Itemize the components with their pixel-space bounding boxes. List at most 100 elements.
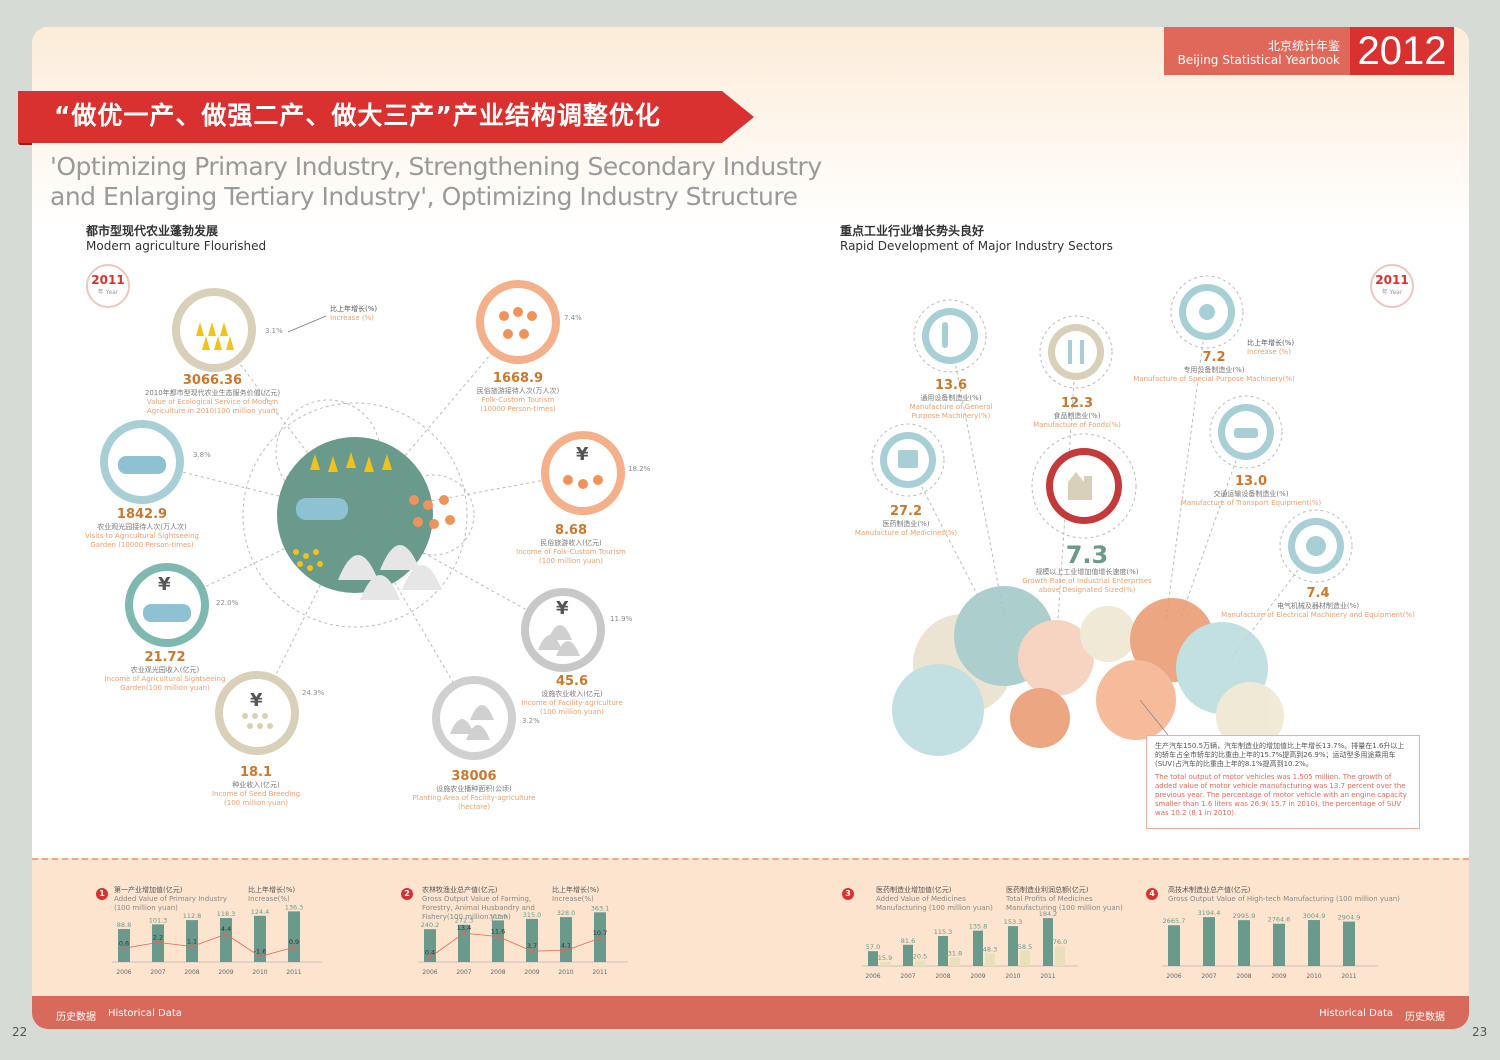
right-legend: 比上年增长(%) Increase (%) bbox=[1247, 339, 1294, 357]
left-stamp-year: 2011 bbox=[91, 273, 125, 287]
chart3-year-label: 2010 bbox=[1005, 973, 1020, 980]
special-machinery: 7.2 专用设备制造业(%) Manufacture of Special Pu… bbox=[1130, 350, 1298, 384]
chart2-leg2-en: Increase(%) bbox=[552, 895, 594, 903]
chart2-year-label: 2009 bbox=[524, 969, 539, 976]
left-year-stamp: 2011 年 Year bbox=[86, 264, 130, 308]
chart4-bar bbox=[1343, 921, 1355, 966]
chart2-bar bbox=[526, 918, 538, 962]
chart2-growth-line bbox=[429, 932, 601, 958]
chart2-bar bbox=[560, 917, 572, 962]
chart2-growth-label: 11.6 bbox=[491, 927, 505, 935]
chart2-number: 2 bbox=[401, 888, 413, 900]
chart4-year-label: 2010 bbox=[1306, 973, 1321, 980]
facility-planting-area: 38006 设施农业播种面积(公顷) Planting Area of Faci… bbox=[412, 769, 536, 812]
chart4-bar bbox=[1273, 923, 1285, 966]
label-cn: 医药制造业(%) bbox=[882, 520, 930, 528]
value: 7.3 bbox=[1065, 541, 1109, 569]
label-cn: 设施农业播种面积(公顷) bbox=[436, 785, 512, 793]
chart2-growth-label: 13.4 bbox=[457, 924, 471, 932]
chart4-bar bbox=[1168, 925, 1180, 966]
footer-left-en: Historical Data bbox=[108, 1008, 182, 1019]
chart3-bar2 bbox=[985, 953, 995, 966]
chart1-number: 1 bbox=[96, 888, 108, 900]
yen-icon: ¥ bbox=[556, 598, 569, 619]
chart4-legend1: 高技术制造业总产值(亿元) Gross Output Value of High… bbox=[1168, 886, 1408, 904]
chart3-year-label: 2008 bbox=[935, 973, 950, 980]
label-cn: 食品制造业(%) bbox=[1053, 412, 1101, 420]
label-cn: 规模以上工业增加值增长速度(%) bbox=[1035, 568, 1139, 576]
chart1-year-label: 2009 bbox=[218, 969, 233, 976]
electrical-machinery: 7.4 电气机械及器材制造业(%) Manufacture of Electri… bbox=[1220, 586, 1416, 620]
chart2-cn: 农林牧渔业总产值(亿元) bbox=[422, 886, 498, 894]
historical-band bbox=[32, 858, 1469, 996]
value: 8.68 bbox=[554, 523, 588, 538]
right-legend-cn: 比上年增长(%) bbox=[1247, 339, 1295, 347]
chart3-bar2-label: 20.5 bbox=[913, 953, 927, 961]
chart3-bar2 bbox=[1055, 946, 1065, 966]
pct: 11.9% bbox=[610, 615, 633, 623]
label-en: Income of Agricultural Sightseeing Garde… bbox=[104, 675, 226, 692]
label-en: Manufacture of Special Purpose Machinery… bbox=[1133, 375, 1295, 383]
footer-right-en: Historical Data bbox=[1319, 1008, 1393, 1019]
right-title-cn: 重点工业行业增长势头良好 bbox=[840, 224, 985, 238]
label-en: Manufacture of Foods(%) bbox=[1033, 421, 1121, 429]
page-number-left: 22 bbox=[12, 1025, 28, 1039]
value: 7.2 bbox=[1202, 350, 1226, 365]
chart3-year-label: 2007 bbox=[900, 973, 915, 980]
chart3-year-label: 2009 bbox=[970, 973, 985, 980]
chart4-year-label: 2007 bbox=[1201, 973, 1216, 980]
pct: 7.4% bbox=[564, 314, 582, 322]
label-en: Income of Facility-agriculture (100 mill… bbox=[521, 699, 623, 716]
chart1-growth-point bbox=[156, 940, 160, 945]
footer-bar: 历史数据 Historical Data Historical Data 历史数… bbox=[32, 996, 1469, 1029]
label-en: Income of Seed Breeding (100 million yua… bbox=[211, 790, 301, 807]
chart3-bar2-label: 15.9 bbox=[878, 954, 892, 962]
note-cn: 生产汽车150.5万辆，汽车制造业的增加值比上年增长13.7%。排量在1.6升以… bbox=[1155, 742, 1405, 768]
chart2-growth-label: 4.1 bbox=[561, 941, 571, 949]
label-en: Manufacture of Electrical Machinery and … bbox=[1221, 611, 1415, 619]
chart4-cn: 高技术制造业总产值(亿元) bbox=[1168, 886, 1251, 894]
chart3-bar-label: 135.8 bbox=[969, 923, 988, 931]
label-cn: 种业收入(亿元) bbox=[232, 781, 280, 789]
chart1-bar-label: 136.3 bbox=[285, 903, 304, 911]
left-title-en: Modern agriculture Flourished bbox=[86, 239, 267, 253]
chart2-year-label: 2006 bbox=[422, 969, 437, 976]
chart1-bar bbox=[118, 929, 130, 962]
label-en: Manufacture of Transport Equipment(%) bbox=[1180, 499, 1322, 507]
chart1-bar bbox=[288, 911, 300, 962]
label-cn: 专用设备制造业(%) bbox=[1183, 366, 1245, 374]
chart1-growth-point bbox=[224, 932, 228, 936]
chart2-growth-point bbox=[496, 934, 500, 939]
chart3-bar2-label: 31.8 bbox=[948, 950, 962, 958]
left-legend: 比上年增长(%) Increase (%) bbox=[330, 305, 377, 323]
chart2-legend1: 农林牧渔业总产值(亿元) Gross Output Value of Farmi… bbox=[422, 886, 540, 922]
chart1-bar bbox=[186, 920, 198, 962]
chart2-en: Gross Output Value of Farming, Forestry,… bbox=[422, 895, 535, 921]
chart3-bar2-label: 58.5 bbox=[1018, 943, 1032, 951]
chart1-legend2: 比上年增长(%) Increase(%) bbox=[248, 886, 295, 904]
label-cn: 电气机械及器材制造业(%) bbox=[1276, 602, 1360, 610]
right-year-stamp: 2011 年 Year bbox=[1370, 264, 1414, 308]
label-en: Income of Folk-Custom Tourism (100 milli… bbox=[516, 548, 626, 565]
chart3-bar-label: 115.3 bbox=[934, 928, 953, 936]
header-cn: 北京统计年鉴 bbox=[1267, 39, 1340, 53]
chart1-en: Added Value of Primary Industry (100 mil… bbox=[114, 895, 228, 912]
chart1-growth-label: 4.4 bbox=[221, 925, 231, 933]
left-stamp-label: 年 Year bbox=[97, 289, 119, 296]
note-en: The total output of motor vehicles was 1… bbox=[1155, 773, 1407, 817]
value: 13.0 bbox=[1234, 474, 1268, 489]
chart4-year-label: 2011 bbox=[1341, 973, 1356, 980]
value: 38006 bbox=[451, 769, 497, 784]
chart3-bar-label: 57.0 bbox=[866, 943, 880, 951]
label-cn: 农业观光园接待人次(万人次) bbox=[97, 523, 187, 531]
value: 21.72 bbox=[144, 650, 186, 665]
chart3-bar bbox=[1043, 918, 1053, 966]
folk-tourism-visits: 1668.9 民俗旅游接待人次(万人次) Folk-Custom Tourism… bbox=[470, 371, 566, 414]
chart2-legend2: 比上年增长(%) Increase(%) bbox=[552, 886, 599, 904]
label-en: Planting Area of Facility-agriculture (h… bbox=[412, 794, 536, 811]
chart2-year-label: 2010 bbox=[558, 969, 573, 976]
chart3-bar bbox=[903, 944, 913, 966]
chart3-leg2-en: Total Profits of Medicines Manufacturing… bbox=[1006, 895, 1123, 912]
left-legend-cn: 比上年增长(%) bbox=[330, 305, 378, 313]
